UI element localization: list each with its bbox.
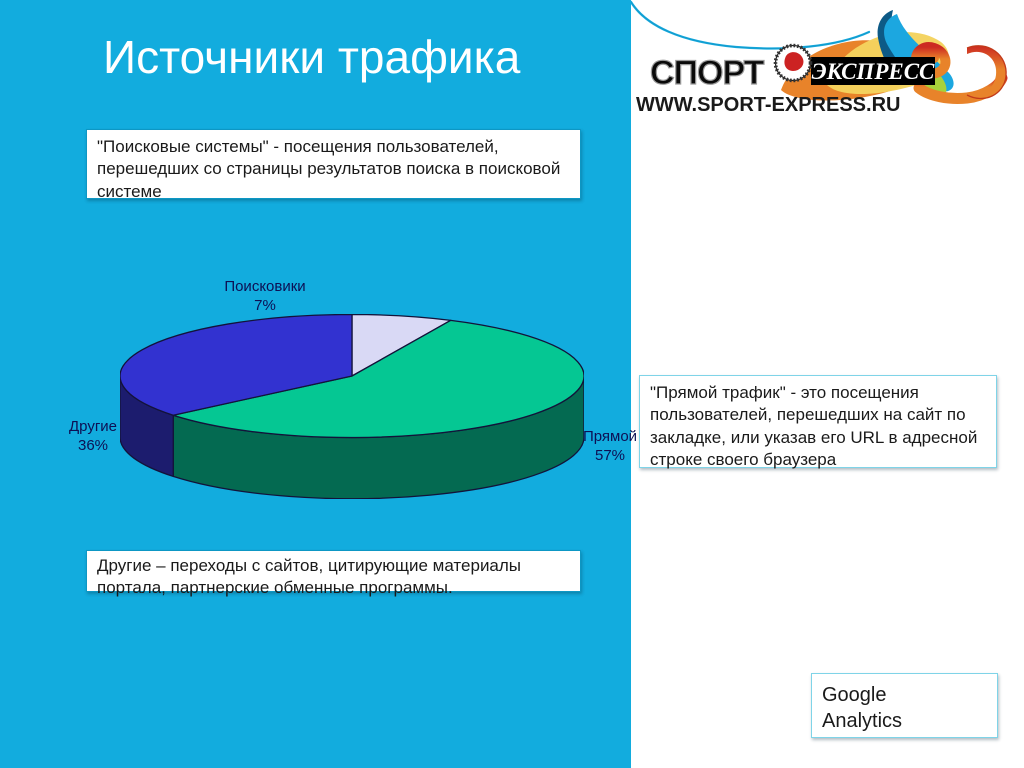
svg-text:WWW.SPORT-EXPRESS.RU: WWW.SPORT-EXPRESS.RU (636, 94, 900, 116)
svg-text:СПОРТ: СПОРТ (650, 54, 765, 92)
svg-text:ЭКСПРЕСС: ЭКСПРЕСС (812, 59, 935, 84)
